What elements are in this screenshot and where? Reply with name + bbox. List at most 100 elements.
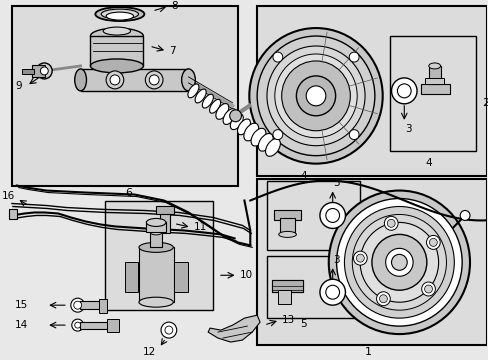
Bar	[156, 207, 173, 215]
Text: 3: 3	[404, 124, 411, 134]
Circle shape	[229, 110, 241, 122]
Ellipse shape	[209, 99, 220, 113]
Circle shape	[72, 319, 83, 331]
Bar	[80, 322, 109, 329]
Text: 7: 7	[168, 46, 175, 56]
Text: 1: 1	[364, 347, 371, 357]
Circle shape	[106, 71, 123, 89]
Ellipse shape	[95, 7, 144, 21]
Text: 9: 9	[15, 81, 21, 91]
Circle shape	[149, 75, 159, 85]
Ellipse shape	[250, 128, 265, 146]
Ellipse shape	[106, 12, 133, 20]
Text: 5: 5	[299, 319, 306, 329]
Circle shape	[376, 292, 389, 306]
Text: 4: 4	[299, 171, 306, 181]
Circle shape	[37, 63, 52, 79]
Ellipse shape	[146, 219, 165, 226]
Circle shape	[391, 78, 416, 104]
Bar	[424, 78, 444, 84]
Bar	[271, 280, 303, 292]
Ellipse shape	[215, 104, 228, 119]
Bar	[273, 211, 301, 220]
Circle shape	[272, 52, 282, 62]
Ellipse shape	[230, 114, 243, 130]
Bar	[139, 247, 173, 302]
Circle shape	[274, 54, 356, 138]
Ellipse shape	[101, 9, 138, 19]
Circle shape	[397, 84, 410, 98]
Bar	[32, 65, 45, 77]
Text: 3: 3	[333, 255, 339, 265]
Text: 10: 10	[239, 270, 252, 280]
Polygon shape	[208, 315, 260, 342]
Circle shape	[164, 326, 172, 334]
Circle shape	[328, 190, 469, 334]
Bar	[12, 6, 237, 185]
Bar	[9, 210, 17, 220]
Circle shape	[325, 208, 339, 222]
Circle shape	[348, 130, 358, 140]
Circle shape	[249, 28, 382, 164]
Circle shape	[384, 216, 397, 230]
Circle shape	[319, 203, 345, 229]
Bar	[266, 181, 359, 250]
Text: 12: 12	[142, 347, 156, 357]
Circle shape	[353, 251, 366, 265]
Circle shape	[319, 279, 345, 305]
Circle shape	[385, 248, 412, 276]
Bar	[124, 262, 138, 292]
Text: 8: 8	[170, 1, 177, 11]
Text: 14: 14	[15, 320, 28, 330]
Ellipse shape	[150, 230, 162, 235]
Text: 3: 3	[333, 177, 339, 188]
Circle shape	[424, 285, 431, 293]
Circle shape	[421, 282, 434, 296]
Circle shape	[272, 130, 282, 140]
Ellipse shape	[139, 242, 173, 252]
Circle shape	[161, 322, 176, 338]
Ellipse shape	[223, 109, 236, 125]
Circle shape	[379, 295, 386, 303]
Ellipse shape	[90, 59, 143, 73]
Circle shape	[74, 301, 81, 309]
Bar	[257, 6, 486, 176]
Ellipse shape	[139, 297, 173, 307]
Circle shape	[266, 46, 365, 146]
Bar	[271, 280, 303, 292]
Ellipse shape	[258, 134, 273, 151]
Text: 4: 4	[425, 158, 431, 168]
Bar	[428, 66, 440, 84]
Circle shape	[359, 222, 438, 302]
Circle shape	[351, 215, 446, 310]
Ellipse shape	[90, 28, 143, 44]
Bar	[146, 222, 165, 233]
Ellipse shape	[237, 119, 250, 135]
Text: 15: 15	[15, 300, 28, 310]
Bar	[266, 256, 359, 318]
Bar	[80, 301, 101, 309]
Circle shape	[386, 219, 394, 227]
Text: 16: 16	[1, 190, 15, 201]
Bar	[160, 211, 169, 233]
Circle shape	[336, 198, 461, 326]
Circle shape	[145, 71, 163, 89]
Bar	[389, 36, 475, 151]
Text: 2: 2	[482, 98, 488, 108]
Ellipse shape	[195, 89, 206, 103]
Bar	[90, 36, 143, 66]
Ellipse shape	[181, 69, 195, 91]
Ellipse shape	[187, 84, 199, 98]
Bar	[81, 69, 188, 91]
Circle shape	[296, 76, 335, 116]
Bar	[150, 233, 162, 247]
Ellipse shape	[278, 231, 296, 237]
Circle shape	[281, 61, 349, 131]
Circle shape	[371, 234, 426, 290]
Circle shape	[110, 75, 120, 85]
Bar	[277, 290, 291, 304]
Bar	[99, 299, 107, 313]
Bar	[420, 84, 449, 94]
Ellipse shape	[103, 27, 130, 35]
Bar	[105, 201, 213, 310]
